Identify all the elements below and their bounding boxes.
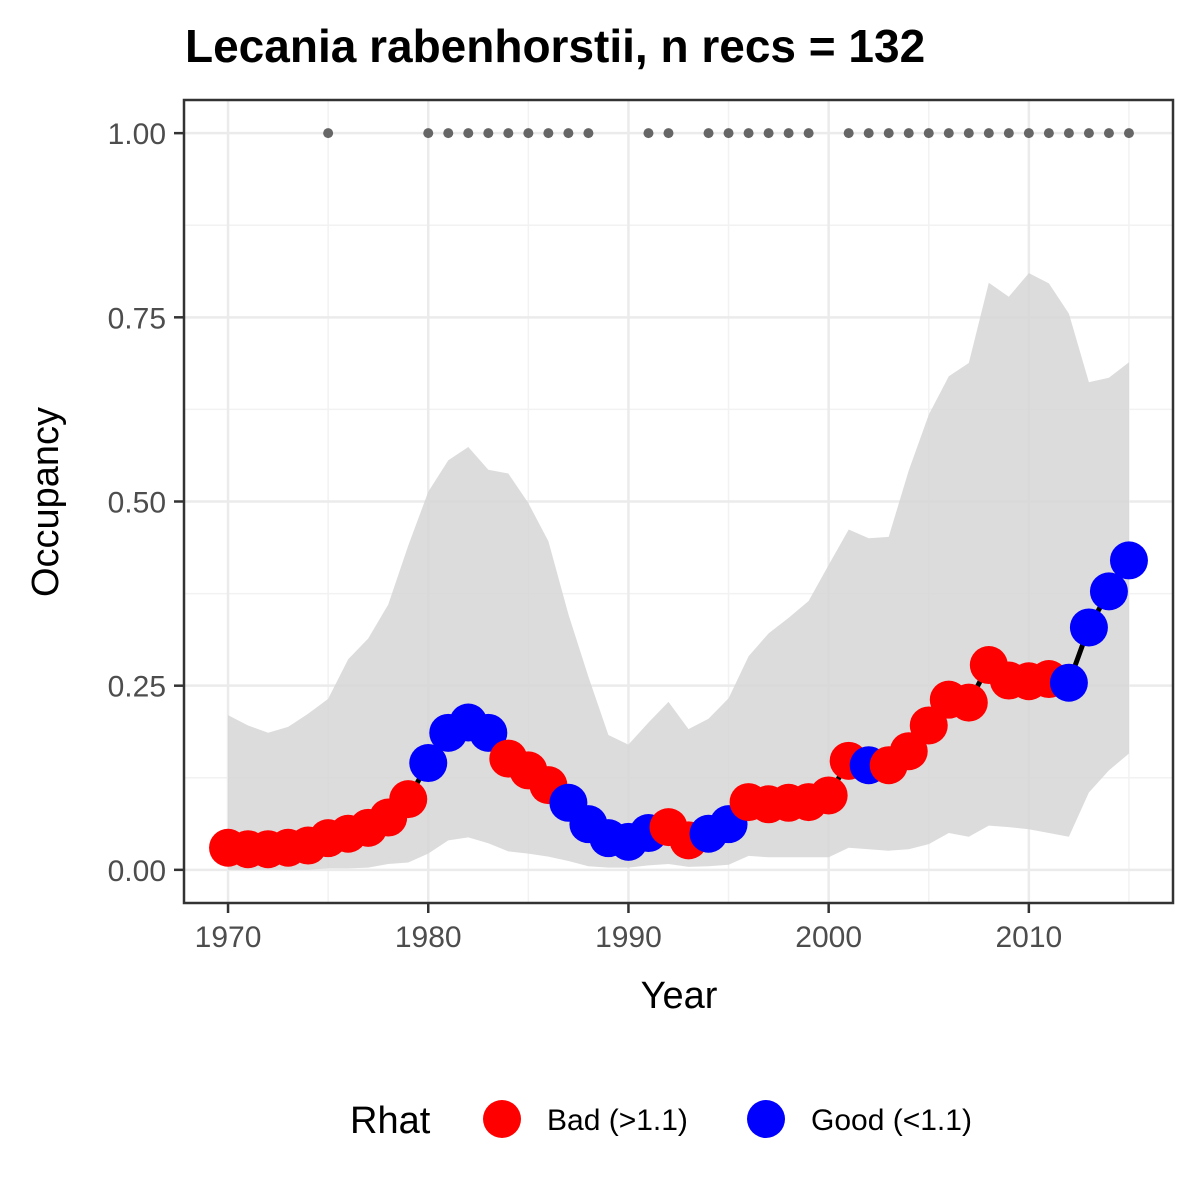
occupancy-point-1980 [409, 744, 448, 783]
record-marker-2006 [943, 128, 954, 139]
occupancy-point-2015 [1109, 541, 1148, 580]
occupancy-point-2012 [1049, 663, 1088, 702]
record-marker-2012 [1063, 128, 1074, 139]
record-marker-1991 [643, 128, 654, 139]
record-marker-1994 [703, 128, 714, 139]
record-marker-1983 [483, 128, 494, 139]
legend: Rhat Bad (>1.1) Good (<1.1) [350, 1100, 972, 1142]
x-tick-label: 1980 [395, 921, 462, 954]
record-marker-1999 [803, 128, 814, 139]
x-axis-title: Year [641, 975, 718, 1017]
occupancy-point-2007 [949, 683, 988, 722]
record-marker-2003 [883, 128, 894, 139]
record-marker-2015 [1123, 128, 1134, 139]
record-marker-2007 [963, 128, 974, 139]
occupancy-point-1979 [389, 780, 428, 819]
record-marker-1980 [423, 128, 434, 139]
record-marker-2002 [863, 128, 874, 139]
occupancy-point-2005 [909, 706, 948, 745]
x-tick-label: 1970 [195, 921, 262, 954]
record-marker-2014 [1103, 128, 1114, 139]
y-tick-label: 1.00 [108, 118, 166, 151]
record-marker-1996 [743, 128, 754, 139]
x-tick-label: 2010 [995, 921, 1062, 954]
record-marker-1985 [523, 128, 534, 139]
record-marker-1986 [543, 128, 554, 139]
record-marker-1975 [323, 128, 334, 139]
record-marker-2009 [1003, 128, 1014, 139]
legend-key-bad [483, 1100, 521, 1138]
record-marker-2004 [903, 128, 914, 139]
x-tick-label: 1990 [595, 921, 662, 954]
occupancy-point-2000 [809, 776, 848, 815]
occupancy-point-1983 [469, 713, 508, 752]
record-marker-1984 [503, 128, 514, 139]
y-tick-label: 0.75 [108, 302, 166, 335]
record-marker-1995 [723, 128, 734, 139]
record-marker-1981 [443, 128, 454, 139]
x-axis: 1970 1980 1990 2000 2010 [195, 903, 1062, 954]
record-marker-1987 [563, 128, 574, 139]
record-marker-2013 [1083, 128, 1094, 139]
legend-key-good [747, 1100, 785, 1138]
record-marker-2005 [923, 128, 934, 139]
occupancy-point-2013 [1069, 608, 1108, 647]
y-axis-title: Occupancy [25, 407, 67, 597]
chart-title: Lecania rabenhorstii, n recs = 132 [185, 20, 925, 72]
plot-panel [182, 98, 1175, 905]
occupancy-point-2014 [1089, 572, 1128, 611]
record-marker-2008 [983, 128, 994, 139]
record-marker-1998 [783, 128, 794, 139]
record-marker-1982 [463, 128, 474, 139]
legend-label-bad: Bad (>1.1) [547, 1104, 688, 1137]
occupancy-point-2004 [889, 732, 928, 771]
y-axis: 0.00 0.25 0.50 0.75 1.00 [108, 118, 184, 888]
y-tick-label: 0.50 [108, 487, 166, 520]
record-marker-2010 [1023, 128, 1034, 139]
record-marker-1992 [663, 128, 674, 139]
legend-label-good: Good (<1.1) [811, 1104, 972, 1137]
y-tick-label: 0.00 [108, 855, 166, 888]
x-tick-label: 2000 [795, 921, 862, 954]
record-marker-2011 [1043, 128, 1054, 139]
record-marker-1997 [763, 128, 774, 139]
record-marker-2001 [843, 128, 854, 139]
legend-title: Rhat [350, 1100, 431, 1142]
record-marker-1988 [583, 128, 594, 139]
y-tick-label: 0.25 [108, 671, 166, 704]
